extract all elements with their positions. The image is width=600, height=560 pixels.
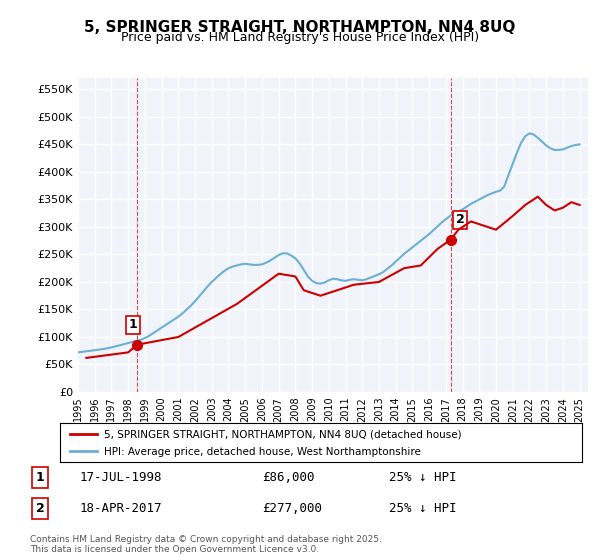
- Text: £277,000: £277,000: [262, 502, 322, 515]
- Text: 2: 2: [35, 502, 44, 515]
- Text: 17-JUL-1998: 17-JUL-1998: [80, 471, 162, 484]
- Text: 25% ↓ HPI: 25% ↓ HPI: [389, 502, 457, 515]
- Text: HPI: Average price, detached house, West Northamptonshire: HPI: Average price, detached house, West…: [104, 447, 421, 457]
- Text: Contains HM Land Registry data © Crown copyright and database right 2025.
This d: Contains HM Land Registry data © Crown c…: [30, 535, 382, 554]
- Text: 2: 2: [456, 213, 464, 226]
- Text: 1: 1: [129, 318, 137, 331]
- Text: £86,000: £86,000: [262, 471, 314, 484]
- Text: 18-APR-2017: 18-APR-2017: [80, 502, 162, 515]
- Text: Price paid vs. HM Land Registry's House Price Index (HPI): Price paid vs. HM Land Registry's House …: [121, 31, 479, 44]
- Text: 1: 1: [35, 471, 44, 484]
- Text: 5, SPRINGER STRAIGHT, NORTHAMPTON, NN4 8UQ: 5, SPRINGER STRAIGHT, NORTHAMPTON, NN4 8…: [85, 20, 515, 35]
- Text: 5, SPRINGER STRAIGHT, NORTHAMPTON, NN4 8UQ (detached house): 5, SPRINGER STRAIGHT, NORTHAMPTON, NN4 8…: [104, 430, 462, 440]
- Text: 25% ↓ HPI: 25% ↓ HPI: [389, 471, 457, 484]
